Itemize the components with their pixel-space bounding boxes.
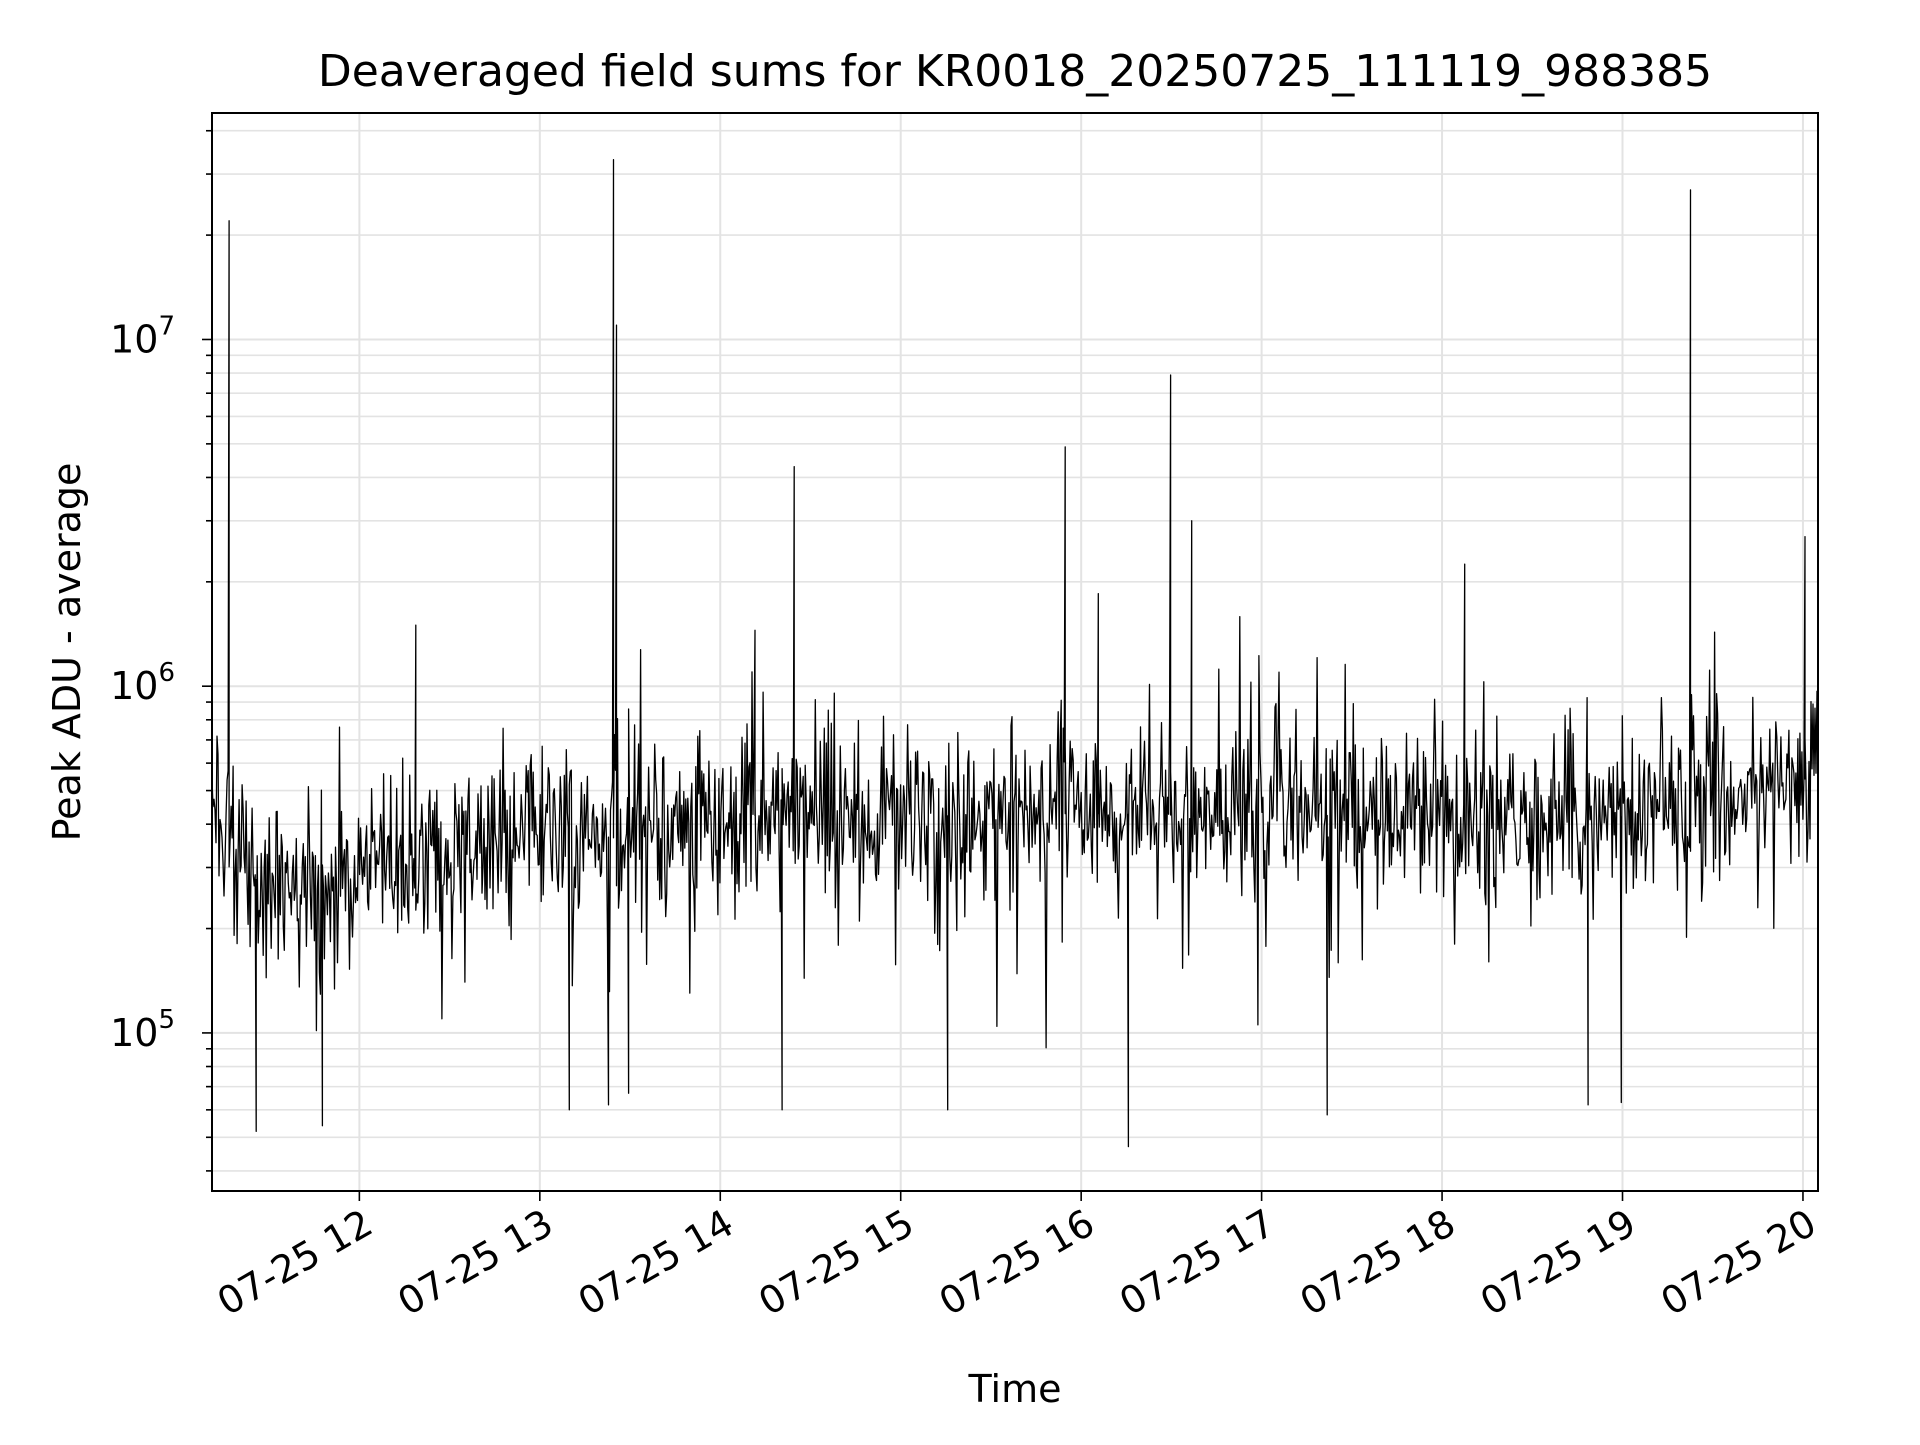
x-tick-label: 07-25 12	[210, 1201, 380, 1325]
x-tick-label: 07-25 20	[1653, 1201, 1823, 1325]
x-tick-label: 07-25 16	[932, 1201, 1102, 1325]
y-axis: 105 106 107	[110, 129, 212, 1172]
x-axis: 07-25 12 07-25 13 07-25 14 07-25 15 07-25 16…	[210, 1191, 1823, 1325]
grid	[212, 113, 1818, 1191]
x-tick-label: 07-25 18	[1293, 1201, 1463, 1325]
chart-title: Deaveraged field sums for KR0018_2025072…	[318, 46, 1712, 97]
x-tick-label: 07-25 17	[1112, 1201, 1282, 1325]
y-tick-label: 105	[110, 1005, 175, 1055]
series-path	[211, 159, 1819, 1148]
x-tick-label: 07-25 14	[571, 1201, 741, 1325]
series-line	[211, 159, 1819, 1148]
x-tick-label: 07-25 19	[1473, 1201, 1643, 1325]
y-tick-label: 106	[110, 658, 175, 708]
y-axis-label: Peak ADU - average	[45, 463, 89, 842]
y-tick-label: 107	[110, 311, 175, 361]
x-tick-label: 07-25 15	[751, 1201, 921, 1325]
x-tick-label: 07-25 13	[390, 1201, 560, 1325]
plot-frame	[211, 112, 1819, 1192]
x-axis-label: Time	[968, 1367, 1062, 1411]
